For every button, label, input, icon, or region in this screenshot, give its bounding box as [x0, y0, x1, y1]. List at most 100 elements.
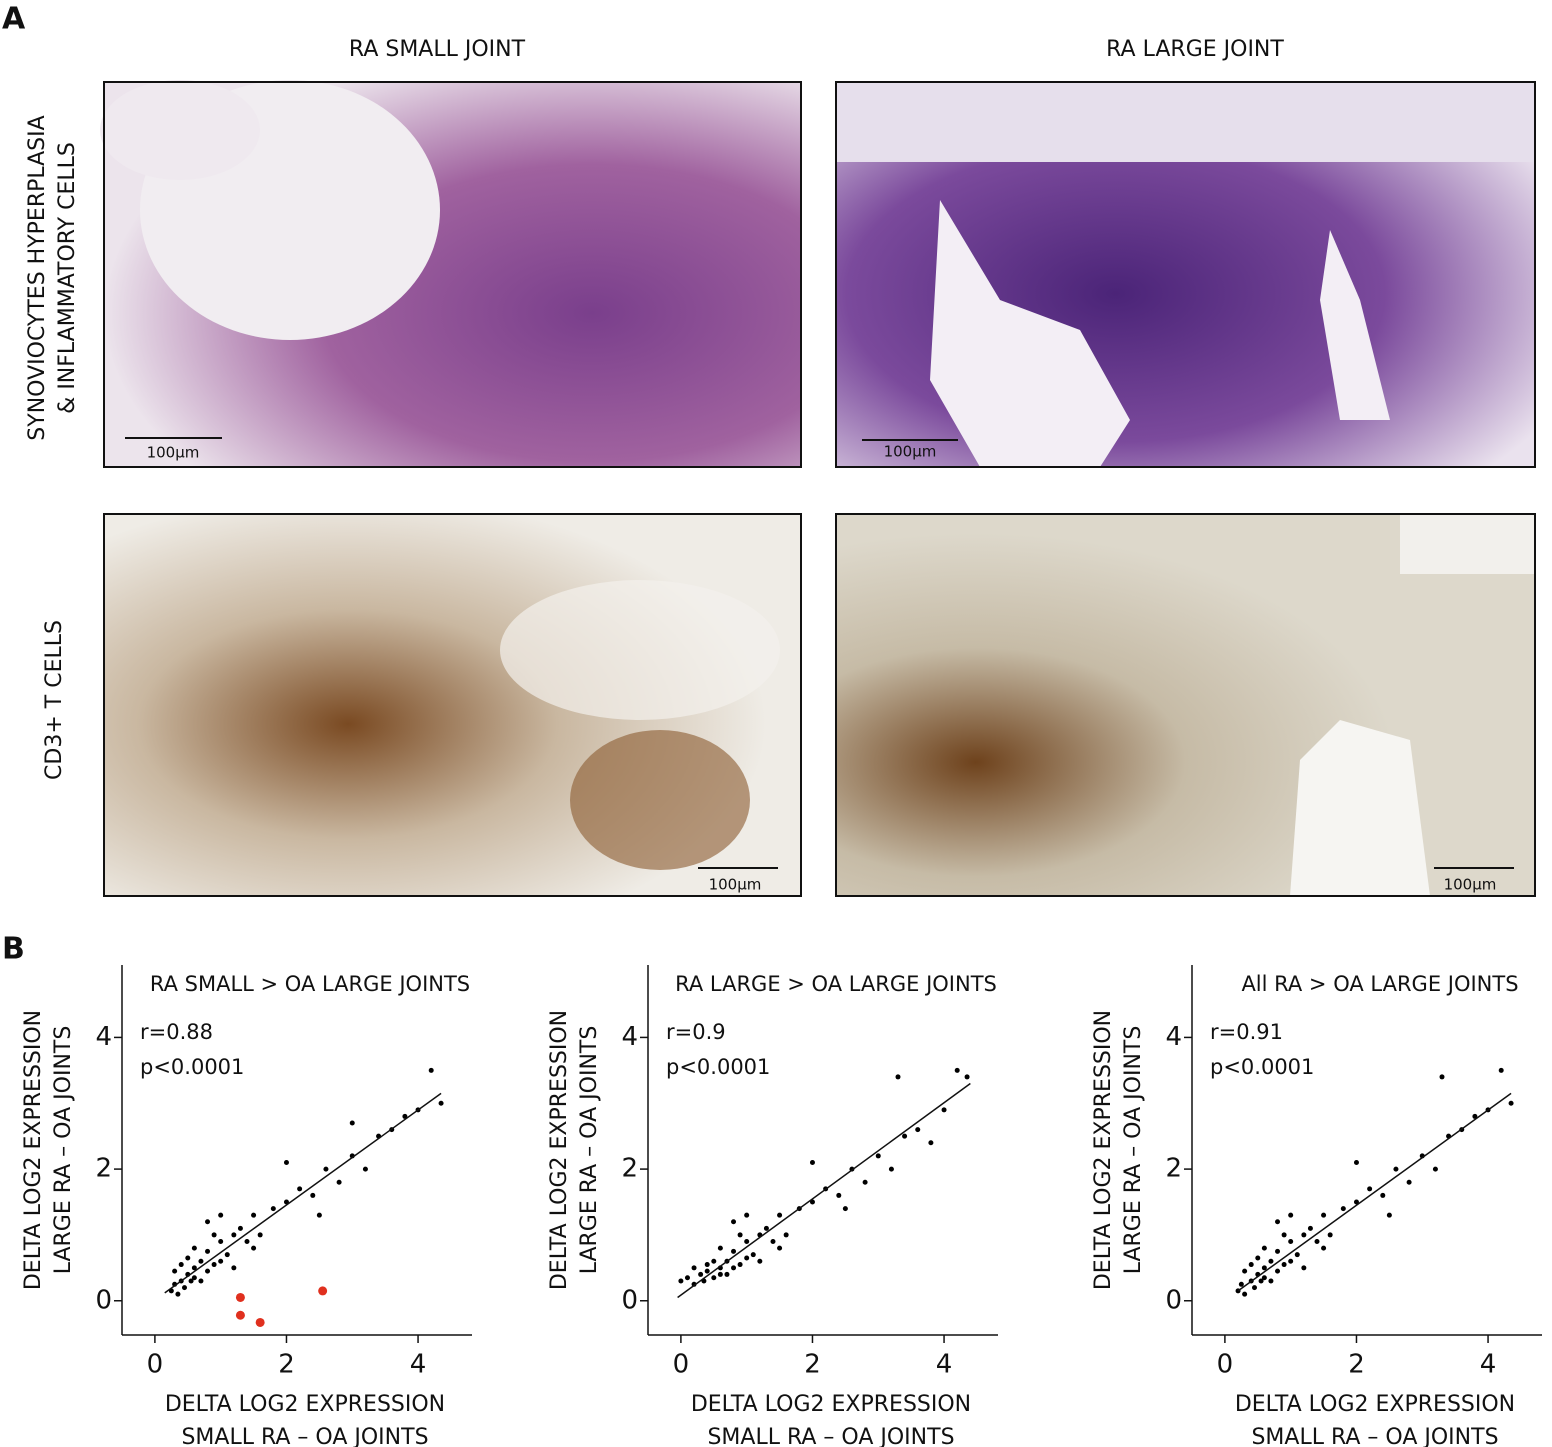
fit-line — [1237, 1092, 1512, 1292]
point — [1472, 1113, 1478, 1119]
panel-label: B — [2, 932, 25, 967]
point — [809, 1199, 815, 1205]
y-tick-label: 2 — [1165, 1154, 1182, 1184]
point — [1275, 1268, 1281, 1274]
point — [711, 1275, 717, 1281]
annotation: r=0.88 — [140, 1020, 213, 1044]
point — [191, 1265, 197, 1271]
point — [283, 1160, 289, 1166]
column-header: RA SMALL JOINT — [349, 37, 526, 62]
point — [1248, 1262, 1254, 1268]
point — [744, 1239, 750, 1245]
y-tick-label: 0 — [95, 1285, 112, 1315]
y-tick-label: 4 — [621, 1022, 638, 1052]
point — [698, 1271, 704, 1277]
point — [270, 1206, 276, 1212]
point — [1439, 1074, 1445, 1080]
x-axis-label: DELTA LOG2 EXPRESSION — [691, 1392, 971, 1417]
point — [731, 1265, 737, 1271]
point — [224, 1252, 230, 1258]
point — [251, 1212, 257, 1218]
point — [691, 1265, 697, 1271]
point — [172, 1268, 178, 1274]
point — [770, 1239, 776, 1245]
point — [1288, 1212, 1294, 1218]
fit-line — [677, 1082, 971, 1299]
point — [1301, 1232, 1307, 1238]
micrograph — [835, 513, 1536, 897]
point — [257, 1232, 263, 1238]
scale-bar-label: 100μm — [1444, 876, 1497, 894]
point — [783, 1232, 789, 1238]
y-axis-label: DELTA LOG2 EXPRESSION — [21, 1010, 46, 1290]
point — [902, 1133, 908, 1139]
point — [836, 1192, 842, 1198]
point — [777, 1245, 783, 1251]
y-tick-label: 0 — [1165, 1285, 1182, 1315]
point — [1261, 1275, 1267, 1281]
point — [402, 1113, 408, 1119]
point — [1275, 1219, 1281, 1225]
point — [1288, 1258, 1294, 1264]
point — [1327, 1232, 1333, 1238]
point — [704, 1268, 710, 1274]
point — [757, 1258, 763, 1264]
point — [1242, 1268, 1248, 1274]
y-axis-label: LARGE RA – OA JOINTS — [1121, 1026, 1146, 1275]
point — [1367, 1186, 1373, 1192]
point — [310, 1192, 316, 1198]
point — [316, 1212, 322, 1218]
point — [928, 1140, 934, 1146]
chart-title: RA SMALL > OA LARGE JOINTS — [150, 972, 470, 996]
x-axis-label: DELTA LOG2 EXPRESSION — [165, 1392, 445, 1417]
point — [191, 1275, 197, 1281]
point — [1261, 1265, 1267, 1271]
x-tick-label: 0 — [147, 1350, 164, 1380]
point — [1261, 1245, 1267, 1251]
point — [218, 1239, 224, 1245]
panel-label: A — [2, 2, 26, 37]
y-tick-label: 0 — [621, 1285, 638, 1315]
point — [1498, 1067, 1504, 1073]
point — [964, 1074, 970, 1080]
point — [941, 1107, 947, 1113]
y-axis-label: DELTA LOG2 EXPRESSION — [547, 1010, 572, 1290]
point — [737, 1262, 743, 1268]
point — [1252, 1285, 1257, 1291]
point — [711, 1258, 717, 1264]
point — [362, 1166, 368, 1172]
point — [251, 1245, 257, 1251]
point — [182, 1285, 187, 1291]
chart-title: RA LARGE > OA LARGE JOINTS — [675, 972, 997, 996]
point — [678, 1278, 684, 1284]
point — [178, 1262, 184, 1268]
point — [1321, 1212, 1327, 1218]
point — [297, 1186, 303, 1192]
point — [218, 1258, 224, 1264]
x-tick-label: 0 — [673, 1350, 690, 1380]
point — [205, 1268, 211, 1274]
point — [1242, 1291, 1248, 1297]
x-tick-label: 4 — [1480, 1350, 1497, 1380]
point — [244, 1239, 250, 1245]
point — [809, 1160, 815, 1166]
scale-bar-label: 100μm — [709, 876, 762, 894]
point — [750, 1252, 756, 1258]
point — [1380, 1192, 1386, 1198]
point — [231, 1265, 237, 1271]
point — [777, 1212, 783, 1218]
point — [1353, 1160, 1359, 1166]
x-axis-label: SMALL RA – OA JOINTS — [707, 1425, 954, 1447]
point — [255, 1317, 265, 1327]
x-tick-label: 2 — [1348, 1350, 1365, 1380]
point — [231, 1232, 237, 1238]
annotation: p<0.0001 — [140, 1055, 244, 1079]
point — [888, 1166, 894, 1172]
point — [1268, 1278, 1274, 1284]
point — [684, 1275, 690, 1281]
point — [1238, 1281, 1244, 1287]
point — [731, 1248, 737, 1254]
point — [1258, 1278, 1264, 1284]
x-tick-label: 4 — [936, 1350, 953, 1380]
x-axis-label: DELTA LOG2 EXPRESSION — [1235, 1392, 1515, 1417]
